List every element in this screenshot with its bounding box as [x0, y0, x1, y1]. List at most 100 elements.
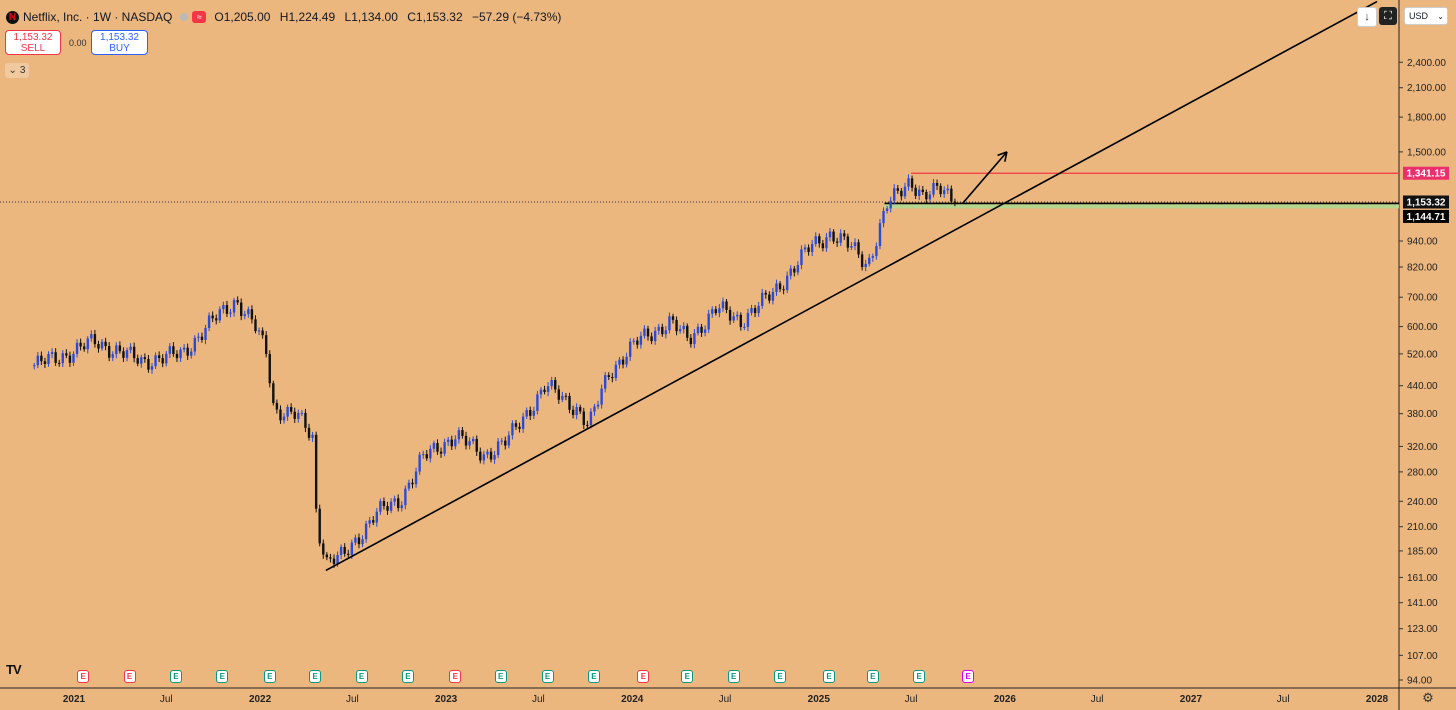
currency-select[interactable]: USD ⌄ — [1404, 7, 1448, 25]
candle-body — [475, 438, 478, 452]
candle-body — [775, 283, 778, 293]
candle-body — [168, 346, 172, 354]
candle-body — [182, 347, 186, 350]
candle-body — [58, 362, 61, 364]
candle-body — [489, 451, 493, 460]
candle-body — [304, 412, 307, 428]
earnings-e-icon[interactable]: E — [637, 670, 650, 683]
candle-body — [596, 404, 600, 407]
ohlc-values: O1,205.00 H1,224.49 L1,134.00 C1,153.32 … — [214, 10, 567, 24]
candle-body — [500, 440, 503, 442]
camera-icon[interactable]: ⛶ — [1379, 7, 1397, 25]
y-tick-label: 700.00 — [1407, 293, 1438, 304]
y-tick-label: 600.00 — [1407, 322, 1438, 333]
earnings-e-icon[interactable]: E — [401, 670, 414, 683]
earnings-e-icon[interactable]: E — [449, 670, 462, 683]
candle-body — [768, 294, 771, 301]
candle-body — [286, 407, 289, 417]
candle-body — [621, 359, 625, 365]
earnings-e-icon[interactable]: E — [263, 670, 276, 683]
candle-body — [468, 441, 471, 446]
earnings-e-icon[interactable]: E — [123, 670, 136, 683]
candle-body — [721, 301, 725, 309]
candle-body — [496, 441, 500, 456]
candle-body — [446, 439, 450, 443]
candle-body — [122, 351, 125, 358]
y-tick-label: 1,500.00 — [1407, 147, 1446, 158]
candle-body — [264, 335, 268, 355]
symbol-title[interactable]: Netflix, Inc. · 1W · NASDAQ — [23, 10, 173, 24]
earnings-e-icon[interactable]: E — [216, 670, 229, 683]
candle-body — [557, 389, 561, 400]
candle-body — [871, 256, 875, 258]
candle-body — [464, 435, 468, 446]
candle-body — [165, 353, 168, 364]
high-key: H — [279, 10, 289, 24]
candle-body — [454, 439, 457, 447]
candle-body — [678, 329, 682, 332]
earnings-e-icon[interactable]: E — [541, 670, 554, 683]
candle-body — [586, 424, 589, 426]
projection-arrowhead — [1004, 151, 1008, 162]
candle-body — [614, 364, 618, 379]
candle-body — [803, 247, 807, 250]
candle-body — [878, 223, 882, 246]
earnings-e-icon[interactable]: E — [494, 670, 507, 683]
candle-body — [554, 380, 557, 390]
candle-body — [546, 386, 550, 393]
last-price-label: 1,153.32 — [1407, 198, 1446, 209]
earnings-e-icon[interactable]: E — [355, 670, 368, 683]
earnings-e-icon[interactable]: E — [681, 670, 694, 683]
earnings-e-icon[interactable]: E — [962, 670, 975, 683]
buy-button[interactable]: 1,153.32 BUY — [91, 30, 148, 55]
candle-body — [479, 451, 482, 461]
candle-body — [404, 488, 407, 506]
arrow-down-icon[interactable]: ↓ — [1357, 7, 1377, 27]
y-tick-label: 141.00 — [1407, 598, 1438, 609]
earnings-e-icon[interactable]: E — [913, 670, 926, 683]
indicators-collapse-button[interactable]: ⌄ 3 — [5, 63, 29, 78]
candle-body — [147, 359, 150, 370]
earnings-e-icon[interactable]: E — [727, 670, 740, 683]
candle-body — [518, 426, 521, 429]
projection-arrowhead — [997, 151, 1008, 157]
high-value: 1,224.49 — [288, 10, 336, 24]
earnings-e-icon[interactable]: E — [866, 670, 879, 683]
candle-body — [657, 326, 660, 331]
candle-body — [111, 354, 114, 358]
candle-body — [157, 355, 161, 359]
candle-body — [821, 243, 825, 249]
y-tick-label: 123.00 — [1407, 624, 1438, 635]
earnings-e-icon[interactable]: E — [774, 670, 787, 683]
candle-body — [154, 355, 157, 367]
candle-body — [190, 351, 193, 356]
change-value: −57.29 (−4.73%) — [471, 10, 562, 24]
candle-body — [935, 183, 939, 186]
earnings-e-icon[interactable]: E — [587, 670, 600, 683]
tradingview-logo[interactable]: TV — [6, 662, 22, 677]
candle-body — [193, 337, 197, 352]
candle-body — [625, 356, 628, 365]
resistance-price-label: 1,341.15 — [1407, 169, 1446, 180]
earnings-e-icon[interactable]: E — [169, 670, 182, 683]
x-tick-label: Jul — [160, 694, 173, 705]
candle-body — [860, 254, 864, 268]
candle-body — [432, 443, 436, 449]
candle-body — [43, 361, 47, 364]
candle-body — [40, 355, 43, 362]
candle-body — [54, 352, 57, 363]
candle-body — [536, 394, 539, 411]
sell-button[interactable]: 1,153.32 SELL — [5, 30, 61, 55]
earnings-e-icon[interactable]: E — [309, 670, 322, 683]
gear-icon[interactable]: ⚙ — [1422, 690, 1434, 705]
candle-body — [382, 501, 386, 507]
earnings-e-icon[interactable]: E — [822, 670, 835, 683]
candle-body — [696, 326, 700, 334]
sell-price: 1,153.32 — [13, 32, 53, 43]
earnings-e-icon[interactable]: E — [77, 670, 90, 683]
candle-body — [136, 358, 139, 364]
candle-body — [918, 189, 921, 196]
candle-body — [650, 336, 653, 342]
